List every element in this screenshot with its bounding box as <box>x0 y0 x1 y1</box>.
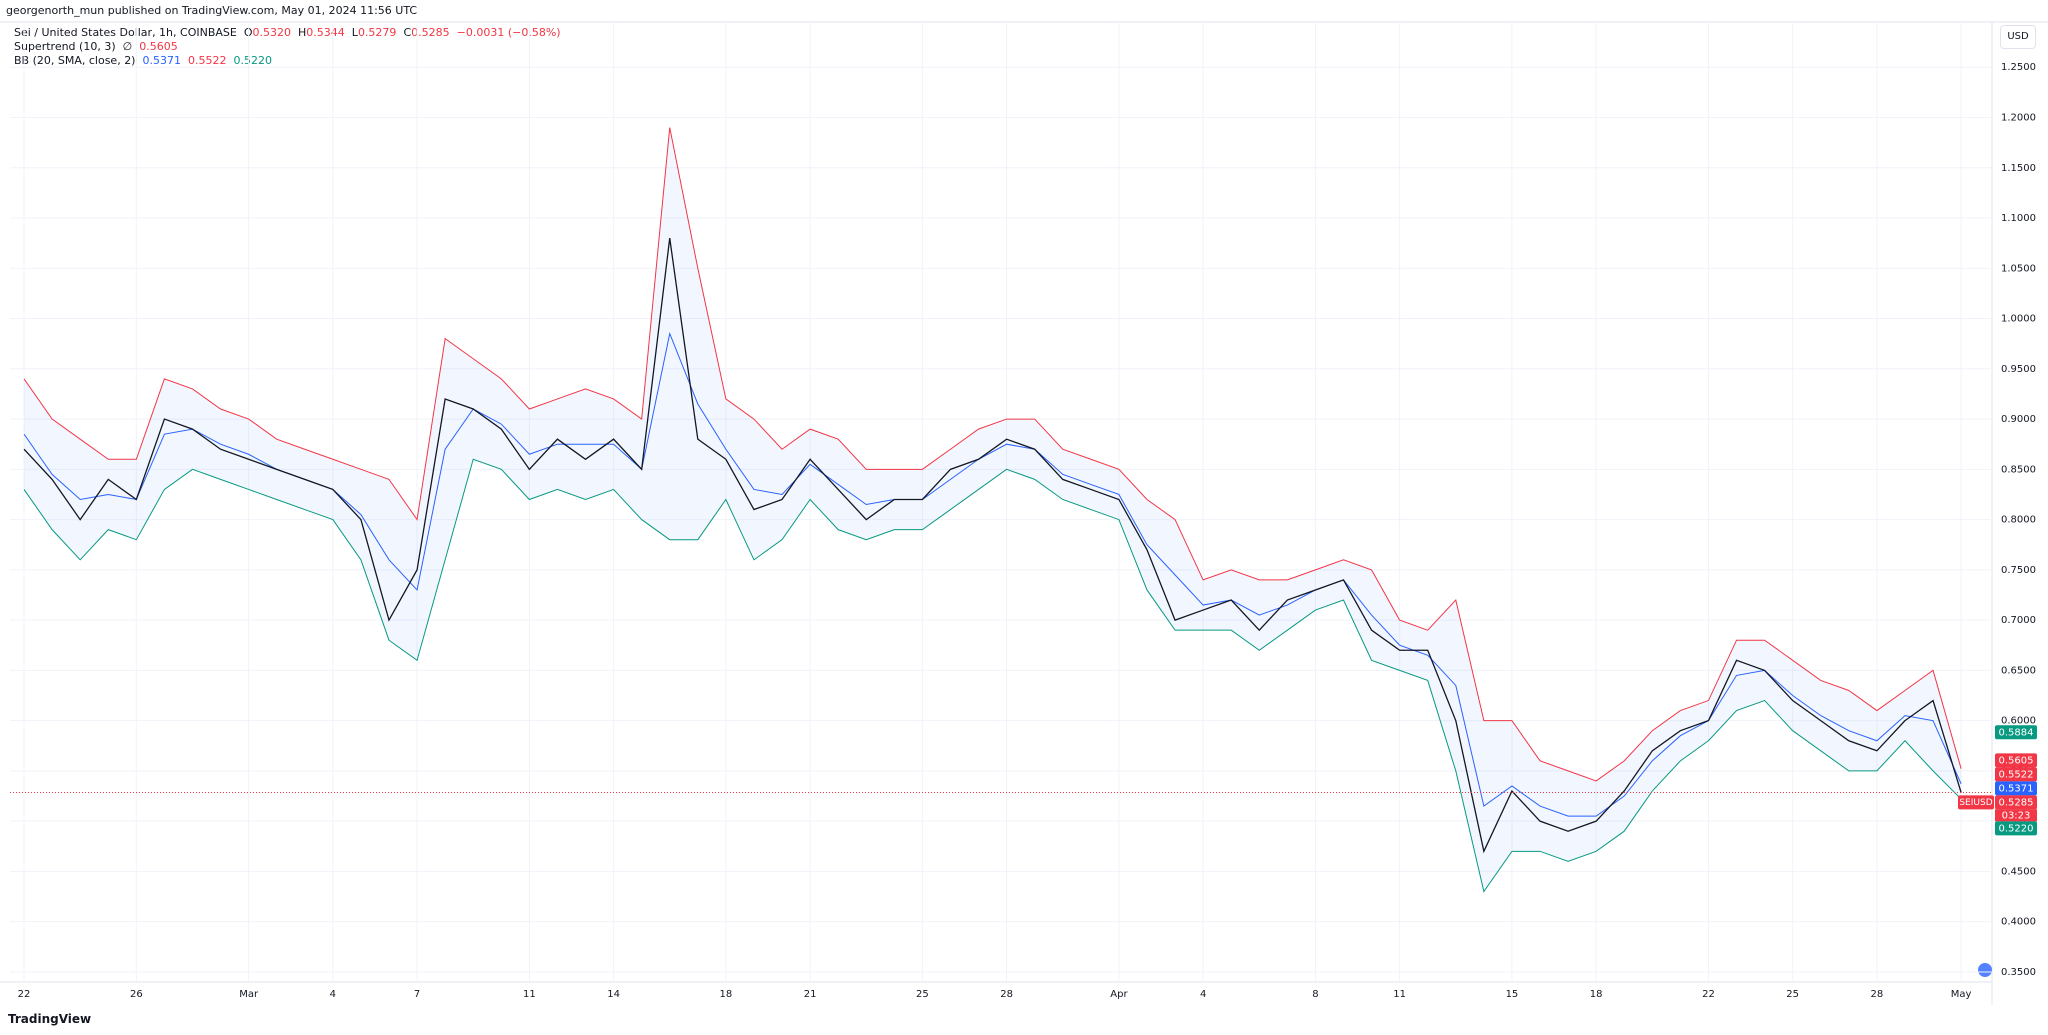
band-fill <box>24 127 1962 892</box>
x-tick-label: 11 <box>1393 989 1406 1000</box>
symbol-line: Sei / United States Dollar, 1h, COINBASE… <box>14 26 561 40</box>
y-tick-label: 0.8500 <box>2001 464 2036 475</box>
x-tick-label: 14 <box>607 989 620 1000</box>
y-tick-label: 1.0500 <box>2001 263 2036 274</box>
y-tick-label: 0.3500 <box>2001 967 2036 978</box>
y-tick-label: 0.9500 <box>2001 364 2036 375</box>
y-tick-label: 0.7500 <box>2001 565 2036 576</box>
y-tick-label: 0.7000 <box>2001 615 2036 626</box>
bb-basis: 0.5371 <box>142 54 181 67</box>
y-tick-label: 0.4500 <box>2001 866 2036 877</box>
h-label: H <box>298 26 307 39</box>
band-line <box>23 458 1962 893</box>
price-tag <box>1995 781 2037 796</box>
currency-button[interactable]: USD <box>2000 25 2036 49</box>
x-tick-label: 28 <box>1000 989 1013 1000</box>
band-line <box>23 331 1962 817</box>
y-tick-label: 0.8000 <box>2001 515 2036 526</box>
price-tag-label: 0.5220 <box>1999 823 2034 834</box>
y-tick-label: 1.1000 <box>2001 213 2036 224</box>
flag-icon[interactable] <box>1978 963 1992 977</box>
x-tick-label: 11 <box>523 989 536 1000</box>
y-tick-label: 0.4000 <box>2001 917 2036 928</box>
x-tick-label: 18 <box>1590 989 1603 1000</box>
l-value: 0.5279 <box>357 26 397 39</box>
brand-text: TradingView <box>8 1012 92 1026</box>
symbol-tag <box>1958 795 1994 810</box>
y-tick-label: 1.2000 <box>2001 112 2036 123</box>
legend: Sei / United States Dollar, 1h, COINBASE… <box>14 26 561 68</box>
x-tick-label: 28 <box>1871 989 1884 1000</box>
x-tick-label: 8 <box>1312 989 1318 1000</box>
price-tag-label: 0.5371 <box>1999 783 2034 794</box>
bb-label: BB (20, SMA, close, 2) <box>14 54 136 67</box>
price-tag <box>1995 795 2037 810</box>
change: −0.0031 (−0.58%) <box>456 26 561 39</box>
price-tag-label: 0.5605 <box>1999 755 2034 766</box>
brand: TradingView <box>8 1012 91 1026</box>
y-tick-label: 0.6500 <box>2001 665 2036 676</box>
l-label: L <box>351 26 358 39</box>
supertrend-value: 0.5605 <box>139 40 178 53</box>
x-tick-label: 4 <box>1200 989 1206 1000</box>
price-tag-label: 0.5522 <box>1999 769 2034 780</box>
band-line <box>23 127 1962 782</box>
h-value: 0.5344 <box>306 26 345 39</box>
chart: 0.35000.40000.45000.50000.55000.60000.65… <box>0 21 2048 1005</box>
supertrend-symbol: ∅ <box>122 40 133 53</box>
y-tick-label: 1.1500 <box>2001 163 2036 174</box>
price-line <box>23 238 1962 854</box>
x-tick-label: 26 <box>130 989 143 1000</box>
x-tick-label: 25 <box>916 989 929 1000</box>
x-tick-label: Mar <box>239 989 259 1000</box>
bb-line[interactable]: BB (20, SMA, close, 2) 0.5371 0.5522 0.5… <box>14 54 561 68</box>
price-tag <box>1995 725 2037 740</box>
grid <box>10 22 1992 982</box>
x-tick-label: 18 <box>720 989 733 1000</box>
bb-lower: 0.5220 <box>233 54 272 67</box>
y-tick-label: 0.9000 <box>2001 414 2036 425</box>
bb-upper: 0.5522 <box>187 54 227 67</box>
price-tag <box>1995 767 2037 782</box>
x-tick-label: 22 <box>1702 989 1715 1000</box>
x-tick-label: 15 <box>1506 989 1519 1000</box>
symbol-tag-label: SEIUSD <box>1959 798 1992 808</box>
c-value: 0.5285 <box>411 26 450 39</box>
y-tick-label: 1.0000 <box>2001 314 2036 325</box>
o-value: 0.5320 <box>252 26 292 39</box>
price-tag <box>1995 821 2037 836</box>
countdown-tag <box>1995 809 2037 822</box>
price-tag-label: 0.5285 <box>1999 797 2034 808</box>
price-tag <box>1995 753 2037 768</box>
x-tick-label: Apr <box>1110 989 1128 1000</box>
x-tick-label: May <box>1951 989 1972 1000</box>
x-tick-label: 22 <box>18 989 31 1000</box>
c-label: C <box>403 26 412 39</box>
countdown: 03:23 <box>2002 810 2031 821</box>
publish-info: georgenorth_mun published on TradingView… <box>6 4 418 17</box>
x-tick-label: 25 <box>1786 989 1799 1000</box>
supertrend-line[interactable]: Supertrend (10, 3) ∅ 0.5605 <box>14 40 561 54</box>
x-tick-label: 21 <box>804 989 817 1000</box>
x-tick-label: 7 <box>414 989 420 1000</box>
price-tag-label: 0.5884 <box>1999 727 2034 738</box>
supertrend-label: Supertrend (10, 3) <box>14 40 116 53</box>
x-tick-label: 4 <box>330 989 336 1000</box>
y-tick-label: 1.2500 <box>2001 62 2036 73</box>
symbol: Sei / United States Dollar, 1h, COINBASE <box>14 26 237 39</box>
y-tick-label: 0.6000 <box>2001 716 2036 727</box>
